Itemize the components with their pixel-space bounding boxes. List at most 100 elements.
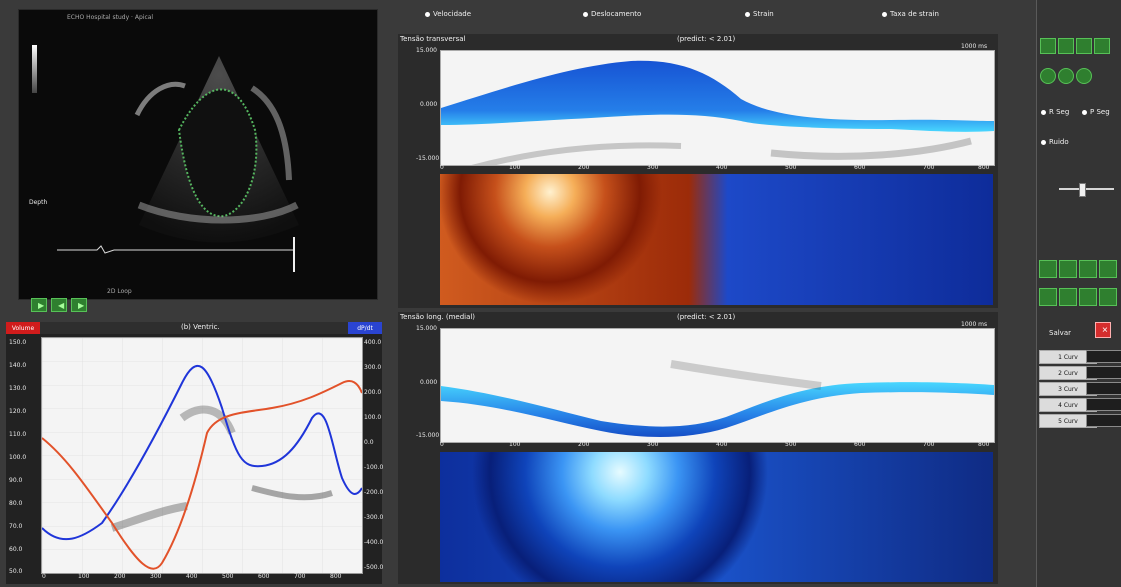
depth-label: Depth [29,199,48,206]
curve-button-label-5: 5 Curv [1058,417,1078,425]
strain-bottom-svg [441,360,994,438]
radio-label-3: Taxa de strain [890,10,939,18]
radio-taxa-de-strain[interactable]: Taxa de strain [882,10,939,18]
tool-icon-3[interactable] [1079,260,1097,278]
strain-top-label-bot: -15.000 [416,155,440,162]
x-tick-8: 800 [330,573,342,580]
right-badge-label: dP/dt [357,324,373,332]
left-badge: Volume [6,322,40,334]
radio-strain[interactable]: Strain [745,10,774,18]
left-tick-10: 50.0 [9,568,23,575]
strain-bottom-x-tick-3: 300 [647,441,659,448]
strain-top-x-tick-3: 300 [647,164,659,171]
circle-icon-3[interactable] [1076,68,1092,84]
right-tick-4: 0.0 [364,439,374,446]
right-tick-3: 100.0 [364,414,382,421]
x-tick-1: 100 [78,573,90,580]
x-tick-0: 0 [42,573,46,580]
x-tick-4: 400 [186,573,198,580]
step-forward-button[interactable]: ▶ [71,298,87,312]
tool-icon-2[interactable] [1059,260,1077,278]
tool-icon-5[interactable] [1039,288,1057,306]
left-tick-0: 150.0 [9,339,27,346]
right-tick-0: 400.0 [364,339,382,346]
strain-top-x-tick-5: 500 [785,164,797,171]
left-badge-label: Volume [11,324,35,332]
left-tick-4: 110.0 [9,431,27,438]
strain-bottom-subtitle: (predict: < 2.01) [677,313,736,321]
strain-bottom-label-bot: -15.000 [416,432,440,439]
right-tick-6: -200.0 [364,489,384,496]
tool-icon-7[interactable] [1079,288,1097,306]
shape-icon-2[interactable] [1058,38,1074,54]
curve-button-label-1: 1 Curv [1058,353,1078,361]
radio-p-seg[interactable]: P Seg [1082,108,1110,116]
strain-top-subtitle: (predict: < 2.01) [677,35,736,43]
tool-icon-4[interactable] [1099,260,1117,278]
curve-field-2[interactable] [1086,366,1121,379]
left-tick-5: 100.0 [9,454,27,461]
radio-label-0: Velocidade [433,10,472,18]
shape-icon-3[interactable] [1076,38,1092,54]
curves-header-bar [6,322,382,334]
radio-deslocamento[interactable]: Deslocamento [583,10,641,18]
strain-bottom-label-top: 15.000 [416,325,437,332]
curve-button-label-4: 4 Curv [1058,401,1078,409]
strain-bottom-right-note: 1000 ms [961,321,988,328]
radio-label-1: Deslocamento [591,10,642,18]
radio-r-seg[interactable]: R Seg [1041,108,1069,116]
radio-ruido[interactable]: Ruido [1041,138,1069,146]
echo-gray-scale-bar [32,45,37,93]
play-button[interactable]: ▶ [31,298,47,312]
strain-bottom-x-tick-2: 200 [578,441,590,448]
echo-bottom-label: 2D Loop [107,288,132,295]
radio-velocidade[interactable]: Velocidade [425,10,471,18]
step-back-button[interactable]: ◀ [51,298,67,312]
tool-icon-grid [1039,260,1119,320]
strain-bottom-title: Tensão long. (medial) [400,313,476,321]
mode-radio-group: Velocidade Deslocamento Strain Taxa de s… [425,10,965,22]
radio-r-seg-label: R Seg [1049,108,1070,116]
left-tick-7: 80.0 [9,500,23,507]
curve-field-4[interactable] [1086,398,1121,411]
right-tick-8: -400.0 [364,539,384,546]
strain-top-x-tick-1: 100 [509,164,521,171]
strain-bottom-x-tick-0: 0 [440,441,444,448]
slider-track[interactable] [1059,188,1114,190]
curve-button-2[interactable]: 2 Curv [1039,366,1097,380]
curves-svg [42,338,362,573]
blue-curve [42,364,362,541]
strain-top-label-mid: 0.000 [420,101,438,108]
circle-icon-2[interactable] [1058,68,1074,84]
right-top-icon-row-1 [1040,38,1118,58]
curves-panel: (b) Ventric. Volume dP/dt 150.0 140.0 13… [6,322,384,584]
left-tick-6: 90.0 [9,477,23,484]
close-icon[interactable]: × [1095,322,1111,338]
right-badge: dP/dt [348,322,382,334]
strain-top-right-note: 1000 ms [961,43,988,50]
strain-top-plot [440,50,995,166]
orange-curve [42,380,362,570]
curve-button-1[interactable]: 1 Curv [1039,350,1097,364]
left-tick-3: 120.0 [9,408,27,415]
circle-icon-1[interactable] [1040,68,1056,84]
right-top-icon-row-2 [1040,68,1118,88]
tool-icon-8[interactable] [1099,288,1117,306]
strain-top-x-tick-0: 0 [440,164,444,171]
action-label: Salvar [1049,329,1071,337]
radio-p-seg-label: P Seg [1090,108,1110,116]
shape-icon-1[interactable] [1040,38,1056,54]
shape-icon-4[interactable] [1094,38,1110,54]
curve-field-1[interactable] [1086,350,1121,363]
tool-icon-6[interactable] [1059,288,1077,306]
strain-top-svg [441,60,994,165]
curve-field-5[interactable] [1086,414,1121,427]
curve-button-3[interactable]: 3 Curv [1039,382,1097,396]
tool-icon-1[interactable] [1039,260,1057,278]
strain-bottom-heatmap [440,452,993,582]
curve-field-3[interactable] [1086,382,1121,395]
right-control-panel: R Seg P Seg Ruido Salvar × 1 Curv 2 Curv… [1036,0,1121,587]
strain-bottom-x-tick-8: 800 [978,441,990,448]
x-tick-7: 700 [294,573,306,580]
slider-handle[interactable] [1079,183,1086,197]
